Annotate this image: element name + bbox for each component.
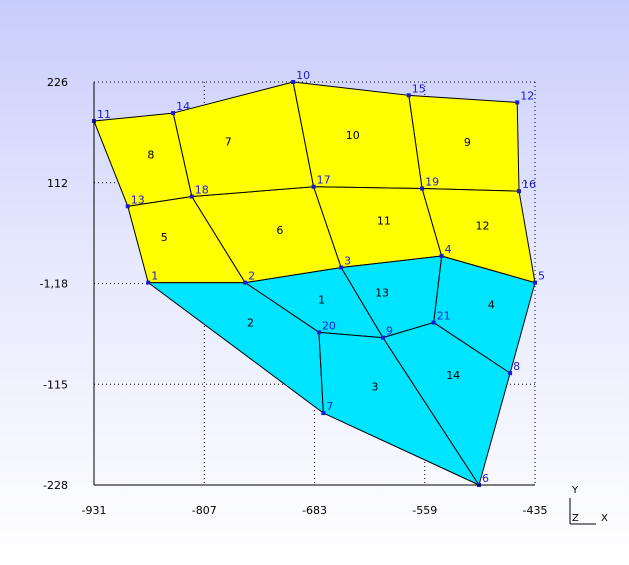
node-label-8: 8	[513, 360, 520, 373]
x-tick-label: -807	[192, 504, 217, 517]
node-label-9: 9	[386, 325, 393, 338]
triad-y-label: Y	[571, 485, 579, 496]
node-label-2: 2	[248, 270, 255, 283]
element-label-9: 9	[464, 136, 471, 149]
node-label-14: 14	[176, 100, 190, 113]
node-marker-13	[125, 204, 130, 209]
element-label-10: 10	[346, 129, 360, 142]
node-label-19: 19	[425, 176, 439, 189]
axis-triad: Y Z X	[569, 485, 608, 525]
node-marker-21	[431, 320, 436, 325]
node-marker-12	[515, 100, 520, 105]
element-label-11: 11	[377, 214, 391, 227]
x-tick-label: -683	[302, 504, 327, 517]
element-label-3: 3	[371, 380, 378, 393]
node-marker-1	[146, 280, 151, 285]
triad-x-label: X	[601, 513, 608, 524]
node-label-17: 17	[317, 174, 331, 187]
node-marker-15	[406, 93, 411, 98]
y-tick-label: -1,18	[40, 278, 68, 291]
node-label-6: 6	[482, 472, 489, 485]
node-marker-9	[380, 335, 385, 340]
node-marker-2	[243, 280, 248, 285]
node-marker-4	[439, 253, 444, 258]
element-label-13: 13	[375, 286, 389, 299]
y-tick-label: -115	[43, 378, 68, 391]
y-tick-label: -228	[43, 479, 68, 492]
node-label-5: 5	[538, 270, 545, 283]
node-label-12: 12	[520, 89, 534, 102]
node-marker-10	[291, 80, 296, 84]
mesh-nodes	[92, 80, 537, 487]
node-label-13: 13	[131, 193, 145, 206]
node-marker-5	[533, 280, 537, 285]
node-marker-19	[420, 186, 425, 191]
y-tick-label: 112	[47, 177, 68, 190]
node-marker-8	[508, 371, 513, 376]
x-tick-label: -559	[412, 504, 437, 517]
element-label-2: 2	[247, 316, 254, 329]
node-label-11: 11	[97, 108, 111, 121]
node-marker-20	[316, 330, 321, 335]
element-label-1: 1	[318, 293, 325, 306]
element-label-14: 14	[446, 369, 460, 382]
element-label-8: 8	[147, 149, 154, 162]
node-label-3: 3	[344, 255, 351, 268]
element-label-12: 12	[476, 220, 490, 233]
node-label-21: 21	[437, 310, 451, 323]
element-label-6: 6	[276, 224, 283, 237]
mesh-element-7	[172, 81, 315, 198]
node-label-18: 18	[195, 184, 209, 197]
node-marker-3	[339, 265, 344, 270]
node-label-7: 7	[326, 400, 333, 413]
node-label-15: 15	[412, 82, 426, 95]
x-tick-label: -931	[82, 504, 107, 517]
node-label-16: 16	[522, 178, 536, 191]
x-tick-label: -435	[523, 504, 548, 517]
node-marker-7	[321, 411, 326, 416]
node-marker-18	[189, 194, 194, 199]
node-marker-14	[171, 111, 176, 116]
node-label-4: 4	[445, 243, 452, 256]
y-tick-label: 226	[47, 76, 68, 89]
node-marker-17	[311, 184, 316, 189]
node-marker-16	[516, 189, 521, 194]
element-label-4: 4	[488, 299, 495, 312]
triad-z-label: Z	[572, 513, 579, 524]
plot-axes	[93, 82, 535, 486]
node-label-10: 10	[296, 69, 310, 82]
mesh-elements	[93, 81, 536, 486]
node-label-1: 1	[151, 270, 158, 283]
node-label-20: 20	[322, 319, 336, 332]
element-label-5: 5	[161, 231, 168, 244]
element-label-7: 7	[225, 135, 232, 148]
